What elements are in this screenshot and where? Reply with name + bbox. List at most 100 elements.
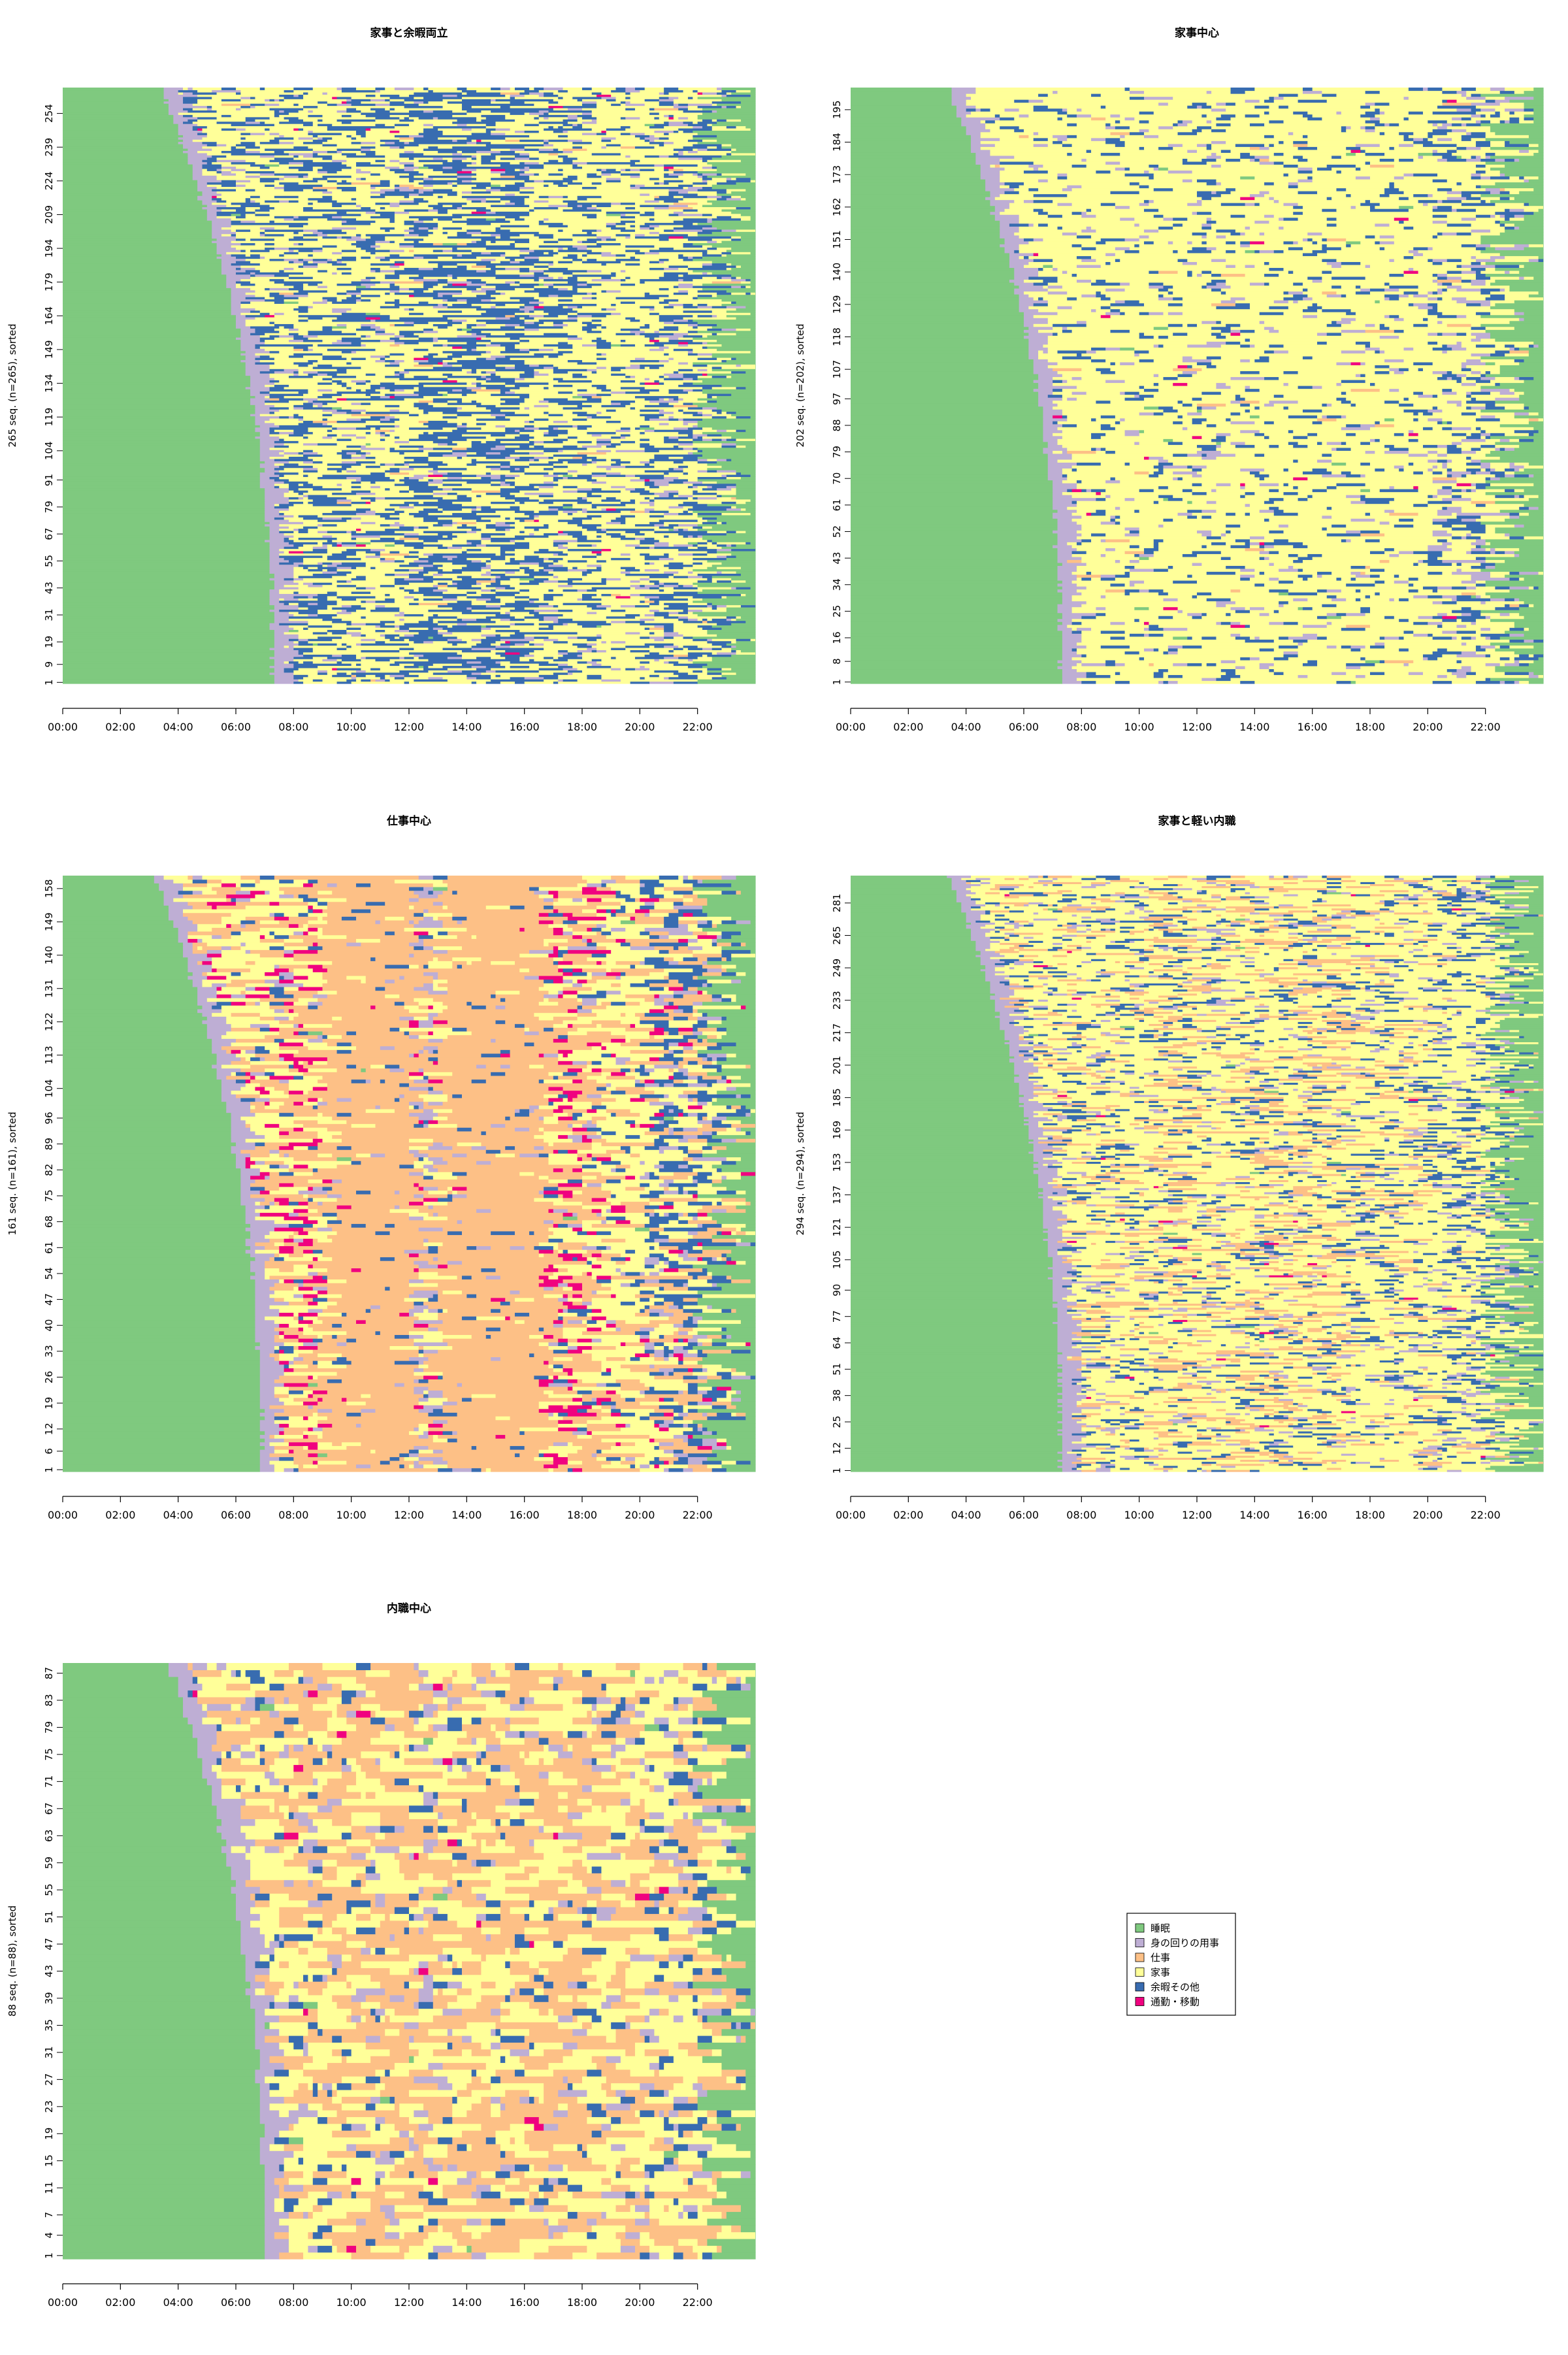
- cell-leisure: [621, 440, 636, 443]
- cell-leisure: [519, 468, 525, 470]
- cell-housework: [279, 436, 303, 438]
- cell-housework: [448, 400, 457, 403]
- cell-leisure: [380, 306, 400, 308]
- cell-housework: [318, 263, 333, 265]
- cell-leisure: [640, 661, 649, 664]
- cell-leisure: [592, 650, 597, 652]
- cell-sleep: [63, 283, 227, 286]
- cell-leisure: [308, 495, 327, 497]
- cell-personal: [712, 315, 717, 318]
- cell-housework: [260, 359, 308, 362]
- cell-work: [452, 448, 467, 450]
- cell-leisure: [370, 267, 380, 270]
- cell-housework: [625, 648, 674, 650]
- cell-leisure: [578, 540, 602, 542]
- cell-leisure: [572, 418, 587, 421]
- cell-leisure: [529, 348, 539, 351]
- cell-housework: [736, 265, 742, 268]
- cell-housework: [419, 501, 424, 504]
- cell-personal: [525, 427, 540, 430]
- cell-sleep: [698, 420, 756, 423]
- cell-leisure: [323, 512, 357, 515]
- cell-leisure: [519, 306, 525, 308]
- cell-leisure: [337, 672, 347, 675]
- cell-housework: [640, 250, 649, 252]
- cell-personal: [572, 425, 578, 427]
- cell-personal: [698, 369, 708, 371]
- cell-personal: [486, 351, 491, 354]
- cell-leisure: [611, 303, 616, 306]
- cell-leisure: [390, 283, 395, 286]
- cell-leisure: [327, 555, 347, 558]
- cell-sleep: [63, 668, 274, 670]
- cell-leisure: [496, 369, 534, 371]
- cell-leisure: [419, 301, 429, 304]
- cell-personal: [568, 636, 578, 639]
- cell-leisure: [659, 317, 683, 320]
- cell-housework: [611, 346, 659, 349]
- cell-leisure: [568, 578, 583, 580]
- cell-leisure: [548, 400, 602, 403]
- cell-personal: [649, 609, 659, 612]
- cell-personal: [529, 533, 534, 535]
- cell-sleep: [63, 387, 246, 389]
- cell-housework: [654, 465, 678, 468]
- cell-sleep: [698, 297, 756, 299]
- cell-leisure: [438, 263, 457, 265]
- cell-housework: [572, 261, 582, 263]
- cell-housework: [318, 542, 323, 544]
- cell-housework: [390, 434, 419, 436]
- cell-personal: [366, 335, 371, 338]
- cell-personal: [289, 565, 299, 567]
- cell-leisure: [505, 348, 520, 351]
- cell-housework: [486, 436, 515, 438]
- cell-leisure: [428, 420, 448, 423]
- cell-leisure: [649, 499, 655, 502]
- cell-leisure: [404, 665, 419, 668]
- cell-housework: [563, 378, 645, 380]
- cell-housework: [308, 641, 376, 644]
- cell-housework: [380, 551, 390, 553]
- cell-housework: [630, 596, 645, 599]
- cell-leisure: [443, 648, 472, 650]
- cell-leisure: [539, 501, 554, 504]
- cell-leisure: [385, 387, 414, 389]
- cell-sleep: [63, 290, 231, 293]
- cell-personal: [476, 270, 486, 272]
- cell-housework: [255, 267, 284, 270]
- cell-housework: [674, 306, 683, 308]
- cell-leisure: [299, 306, 308, 308]
- cell-personal: [534, 440, 544, 443]
- cell-sleep: [727, 315, 756, 318]
- cell-personal: [635, 587, 650, 589]
- cell-personal: [226, 276, 250, 279]
- cell-housework: [438, 486, 515, 488]
- cell-housework: [534, 623, 539, 625]
- cell-personal: [289, 416, 294, 418]
- cell-leisure: [659, 526, 674, 529]
- cell-housework: [664, 524, 669, 527]
- cell-housework: [299, 598, 318, 601]
- cell-housework: [578, 310, 684, 313]
- cell-leisure: [399, 526, 414, 529]
- cell-housework: [366, 436, 395, 438]
- cell-housework: [529, 407, 563, 410]
- cell-leisure: [481, 535, 491, 538]
- cell-leisure: [649, 486, 659, 488]
- cell-housework: [308, 529, 356, 531]
- cell-personal: [289, 339, 304, 342]
- cell-housework: [496, 596, 515, 599]
- cell-leisure: [534, 308, 572, 310]
- cell-leisure: [342, 351, 351, 354]
- cell-leisure: [351, 531, 357, 533]
- cell-leisure: [476, 452, 486, 455]
- cell-leisure: [274, 274, 289, 277]
- cell-sleep: [63, 508, 265, 511]
- cell-leisure: [337, 382, 347, 385]
- cell-personal: [592, 544, 597, 547]
- cell-housework: [717, 497, 732, 499]
- cell-leisure: [587, 283, 602, 286]
- cell-personal: [534, 404, 549, 407]
- cell-leisure: [351, 605, 361, 608]
- cell-leisure: [293, 429, 308, 432]
